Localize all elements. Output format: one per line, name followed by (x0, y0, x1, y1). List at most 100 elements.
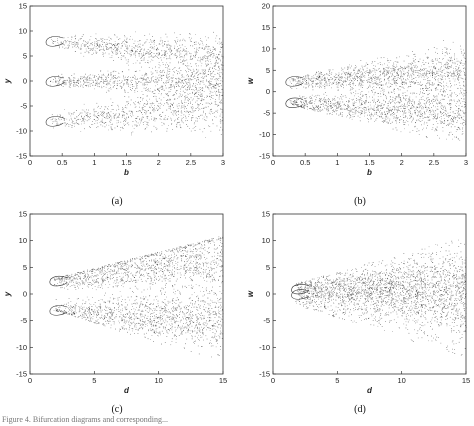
scatter-point (380, 93, 381, 95)
scatter-point (161, 75, 162, 77)
scatter-point (190, 55, 191, 57)
scatter-point (360, 78, 362, 80)
scatter-point (142, 60, 144, 61)
scatter-point (432, 83, 434, 84)
scatter-point (460, 63, 461, 64)
scatter-point (456, 122, 458, 123)
scatter-point (104, 108, 105, 110)
scatter-point (112, 52, 114, 54)
scatter-point (202, 48, 203, 49)
scatter-point (151, 77, 152, 78)
scatter-point (187, 93, 188, 95)
scatter-point (212, 71, 214, 72)
scatter-point (197, 105, 199, 107)
scatter-point (58, 81, 60, 82)
scatter-point (175, 55, 177, 56)
scatter-point (144, 74, 146, 76)
scatter-point (449, 52, 450, 54)
scatter-point (414, 126, 416, 128)
scatter-point (178, 61, 179, 63)
scatter-point (89, 85, 91, 87)
scatter-point (420, 69, 421, 70)
scatter-point (218, 54, 220, 56)
scatter-point (289, 101, 291, 103)
scatter-point (215, 99, 216, 100)
scatter-point (312, 105, 313, 107)
scatter-point (188, 98, 190, 100)
scatter-point (428, 116, 430, 118)
scatter-point (349, 115, 351, 117)
scatter-point (336, 80, 338, 82)
scatter-point (373, 82, 375, 84)
scatter-point (368, 121, 369, 123)
scatter-point (332, 78, 334, 79)
scatter-point (209, 90, 211, 92)
scatter-point (155, 118, 157, 120)
scatter-point (421, 85, 423, 86)
scatter-point (104, 112, 105, 113)
scatter-point (167, 118, 169, 120)
scatter-point (394, 77, 396, 79)
scatter-point (109, 122, 111, 123)
scatter-point (453, 99, 455, 101)
scatter-point (206, 106, 207, 108)
scatter-point (336, 102, 338, 103)
scatter-point (132, 38, 133, 40)
scatter-point (146, 80, 147, 82)
scatter-point (346, 74, 348, 76)
scatter-point (139, 62, 141, 64)
scatter-point (319, 100, 321, 102)
scatter-point (426, 110, 427, 112)
scatter-point (92, 50, 94, 51)
scatter-point (417, 111, 419, 113)
scatter-point (315, 78, 317, 79)
scatter-point (384, 63, 385, 65)
scatter-point (207, 57, 209, 59)
scatter-point (110, 74, 112, 75)
scatter-point (141, 108, 143, 109)
scatter-point (86, 120, 88, 122)
scatter-point (389, 76, 391, 78)
scatter-point (97, 76, 99, 78)
scatter-point (411, 121, 413, 123)
scatter-point (379, 68, 380, 69)
scatter-point (363, 101, 364, 102)
scatter-point (438, 82, 440, 83)
scatter-point (426, 127, 427, 129)
scatter-point (190, 75, 192, 77)
scatter-point (146, 126, 148, 128)
scatter-point (407, 117, 408, 119)
scatter-point (462, 131, 464, 132)
scatter-point (453, 72, 454, 74)
scatter-point (165, 93, 167, 95)
scatter-point (293, 78, 295, 79)
scatter-point (165, 64, 166, 66)
scatter-point (448, 75, 449, 77)
scatter-point (424, 100, 426, 101)
scatter-point (436, 48, 438, 50)
scatter-point (81, 48, 82, 50)
scatter-point (308, 75, 310, 76)
scatter-point (451, 117, 452, 119)
scatter-point (135, 83, 137, 85)
scatter-point (392, 96, 394, 98)
scatter-point (80, 77, 81, 79)
scatter-point (101, 112, 102, 114)
scatter-point (291, 83, 292, 84)
scatter-point (103, 86, 105, 87)
scatter-point (293, 101, 294, 102)
scatter-point (186, 120, 188, 121)
scatter-point (346, 108, 348, 110)
scatter-point (69, 80, 70, 81)
scatter-point (190, 112, 192, 113)
scatter-point (367, 114, 368, 116)
scatter-point (207, 59, 208, 61)
scatter-point (84, 81, 86, 83)
scatter-point (109, 114, 111, 116)
scatter-point (335, 102, 336, 104)
scatter-point (461, 117, 463, 119)
scatter-point (155, 56, 157, 57)
scatter-point (55, 78, 56, 79)
scatter-point (444, 96, 446, 97)
scatter-point (429, 72, 431, 74)
